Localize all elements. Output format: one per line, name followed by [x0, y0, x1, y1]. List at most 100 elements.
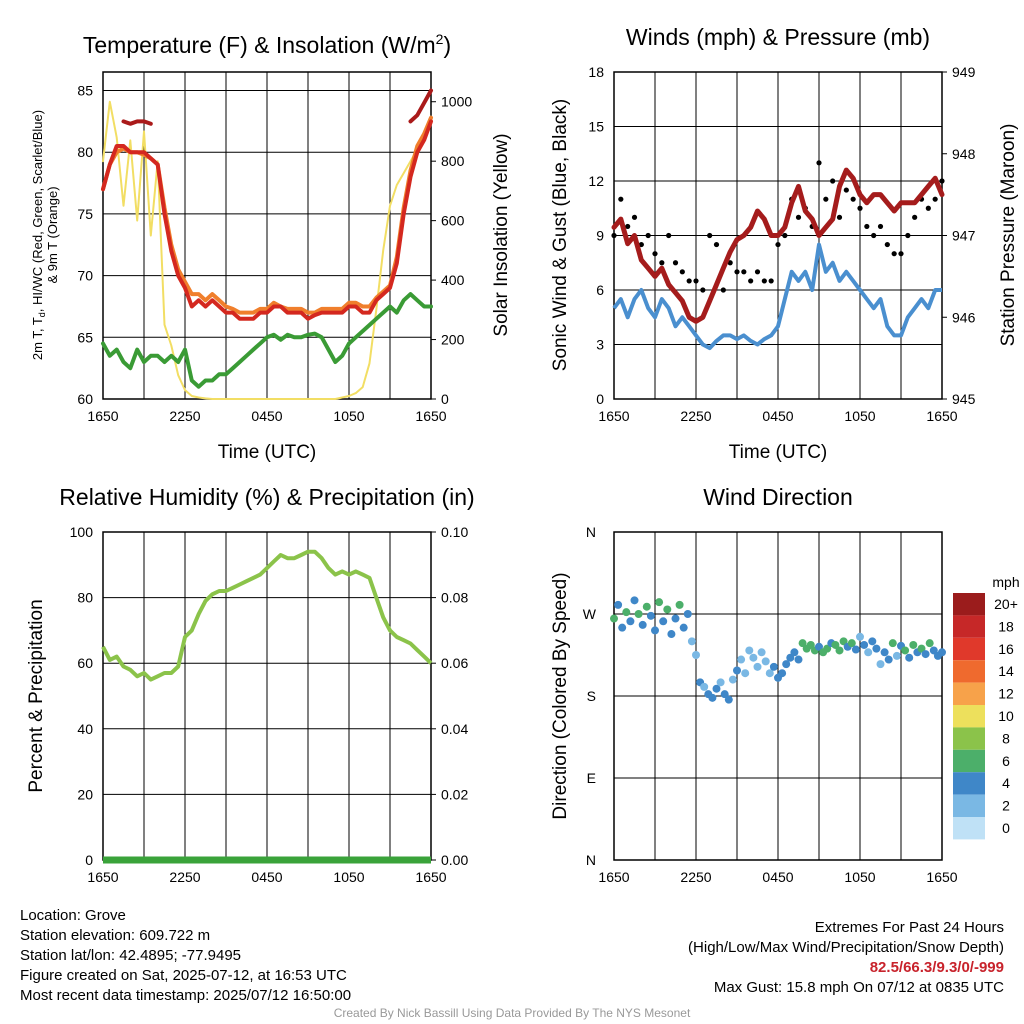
dir-ytick-label: N	[586, 852, 596, 868]
rh-xtick-label: 2250	[169, 869, 200, 885]
direction-point	[815, 642, 823, 651]
direction-point	[724, 695, 733, 704]
direction-point	[868, 637, 877, 646]
direction-point	[655, 598, 664, 607]
gust-point	[939, 178, 945, 184]
winds-ytick-label: 3	[596, 337, 604, 353]
temp-y2tick-label: 200	[441, 332, 465, 348]
dir-xtick-label: 1050	[844, 869, 875, 885]
winds-y2tick-label: 949	[952, 64, 976, 80]
speed-legend: mph 20+ 18 16 14 12 10 8 6 4 2 0	[953, 574, 1020, 840]
winds-xtick-label: 1650	[598, 408, 629, 424]
station-elevation: Station elevation: 609.722 m	[20, 927, 211, 944]
gust-point	[748, 278, 754, 284]
direction-point	[938, 648, 946, 657]
direction-point	[888, 639, 897, 648]
temperature-series-line	[121, 88, 433, 126]
direction-point	[839, 637, 848, 646]
figure-created: Figure created on Sat, 2025-07-12, at 16…	[20, 967, 347, 984]
temp-xtick-label: 1650	[87, 408, 118, 424]
gust-point	[720, 287, 726, 293]
direction-point	[835, 646, 844, 655]
rh-y2tick-label: 0.02	[441, 786, 468, 802]
gust-point	[912, 214, 918, 220]
dir-xtick-label: 2250	[680, 869, 711, 885]
direction-point	[901, 646, 910, 655]
gust-point	[686, 278, 692, 284]
gust-point	[871, 232, 877, 239]
winds-ytick-label: 9	[596, 228, 604, 244]
direction-point	[761, 657, 770, 666]
direction-point	[831, 640, 840, 649]
rh-y2tick-label: 0.00	[441, 852, 468, 868]
gust-point	[823, 196, 829, 202]
temp-ytick-label: 70	[77, 268, 93, 284]
gust-point	[611, 232, 617, 239]
dir-xtick-label: 1650	[926, 869, 957, 885]
direction-point	[921, 650, 930, 659]
winds-xtick-label: 1650	[926, 408, 957, 424]
legend-label: 20+	[994, 596, 1018, 612]
temperature-ylabel-left-2: & 9m T (Orange)	[45, 186, 60, 283]
gust-point	[782, 232, 788, 239]
dir-ytick-label: E	[587, 770, 596, 786]
winds-title: Winds (mph) & Pressure (mb)	[626, 24, 930, 50]
direction-point	[728, 675, 737, 684]
direction-point	[929, 646, 938, 655]
temperature-xlabel: Time (UTC)	[218, 442, 317, 463]
temperature-series-line	[102, 100, 432, 400]
legend-label: 2	[1002, 798, 1010, 814]
legend-swatch	[953, 817, 985, 840]
direction-point	[917, 644, 926, 653]
direction-point	[683, 610, 692, 618]
winds-xtick-label: 0450	[762, 408, 793, 424]
legend-label: 4	[1002, 775, 1010, 791]
humidity-line	[101, 549, 433, 682]
direction-point	[860, 640, 869, 649]
gust-point	[700, 287, 706, 293]
rh-y2tick-label: 0.08	[441, 590, 468, 606]
max-gust: Max Gust: 15.8 mph On 07/12 at 0835 UTC	[713, 979, 1004, 996]
gust-point	[925, 205, 931, 211]
gust-point	[761, 278, 767, 284]
winds-ytick-label: 6	[596, 282, 604, 298]
direction-point	[794, 655, 803, 664]
direction-point	[909, 640, 918, 649]
gust-point	[864, 223, 870, 230]
gust-point	[741, 269, 747, 275]
gust-point	[816, 160, 822, 166]
legend-label: 10	[998, 708, 1014, 724]
direction-point	[614, 600, 623, 609]
legend-label: 6	[1002, 753, 1010, 769]
temp-y2tick-label: 0	[441, 391, 449, 407]
winds-ytick-label: 18	[588, 64, 604, 80]
gust-point	[638, 241, 644, 248]
legend-swatch	[953, 615, 985, 638]
rh-y2tick-label: 0.06	[441, 655, 468, 671]
dir-ytick-label: W	[583, 606, 597, 622]
extremes-info: Extremes For Past 24 Hours (High/Low/Max…	[484, 918, 1004, 998]
direction-ylabel-left: Direction (Colored By Speed)	[550, 572, 571, 819]
rh-y2tick-label: 0.10	[441, 524, 468, 540]
station-location: Location: Grove	[20, 907, 126, 924]
direction-point	[851, 645, 860, 654]
legend-label: 8	[1002, 730, 1010, 746]
direction-point	[880, 648, 889, 657]
gust-point	[905, 232, 911, 239]
direction-point	[634, 610, 643, 618]
direction-point	[708, 693, 717, 702]
direction-point	[872, 644, 881, 653]
gust-point	[932, 196, 938, 202]
temp-ytick-label: 80	[77, 144, 93, 160]
extremes-values: 82.5/66.3/9.3/0/-999	[869, 959, 1004, 976]
direction-point	[778, 669, 787, 678]
gust-point	[775, 241, 781, 248]
rh-ytick-label: 60	[77, 655, 93, 671]
direction-point	[716, 678, 725, 687]
direction-point	[798, 639, 807, 648]
winds-y2tick-label: 948	[952, 146, 976, 162]
credit-line: Created By Nick Bassill Using Data Provi…	[333, 1006, 691, 1020]
direction-point	[757, 648, 766, 657]
temp-xtick-label: 2250	[169, 408, 200, 424]
